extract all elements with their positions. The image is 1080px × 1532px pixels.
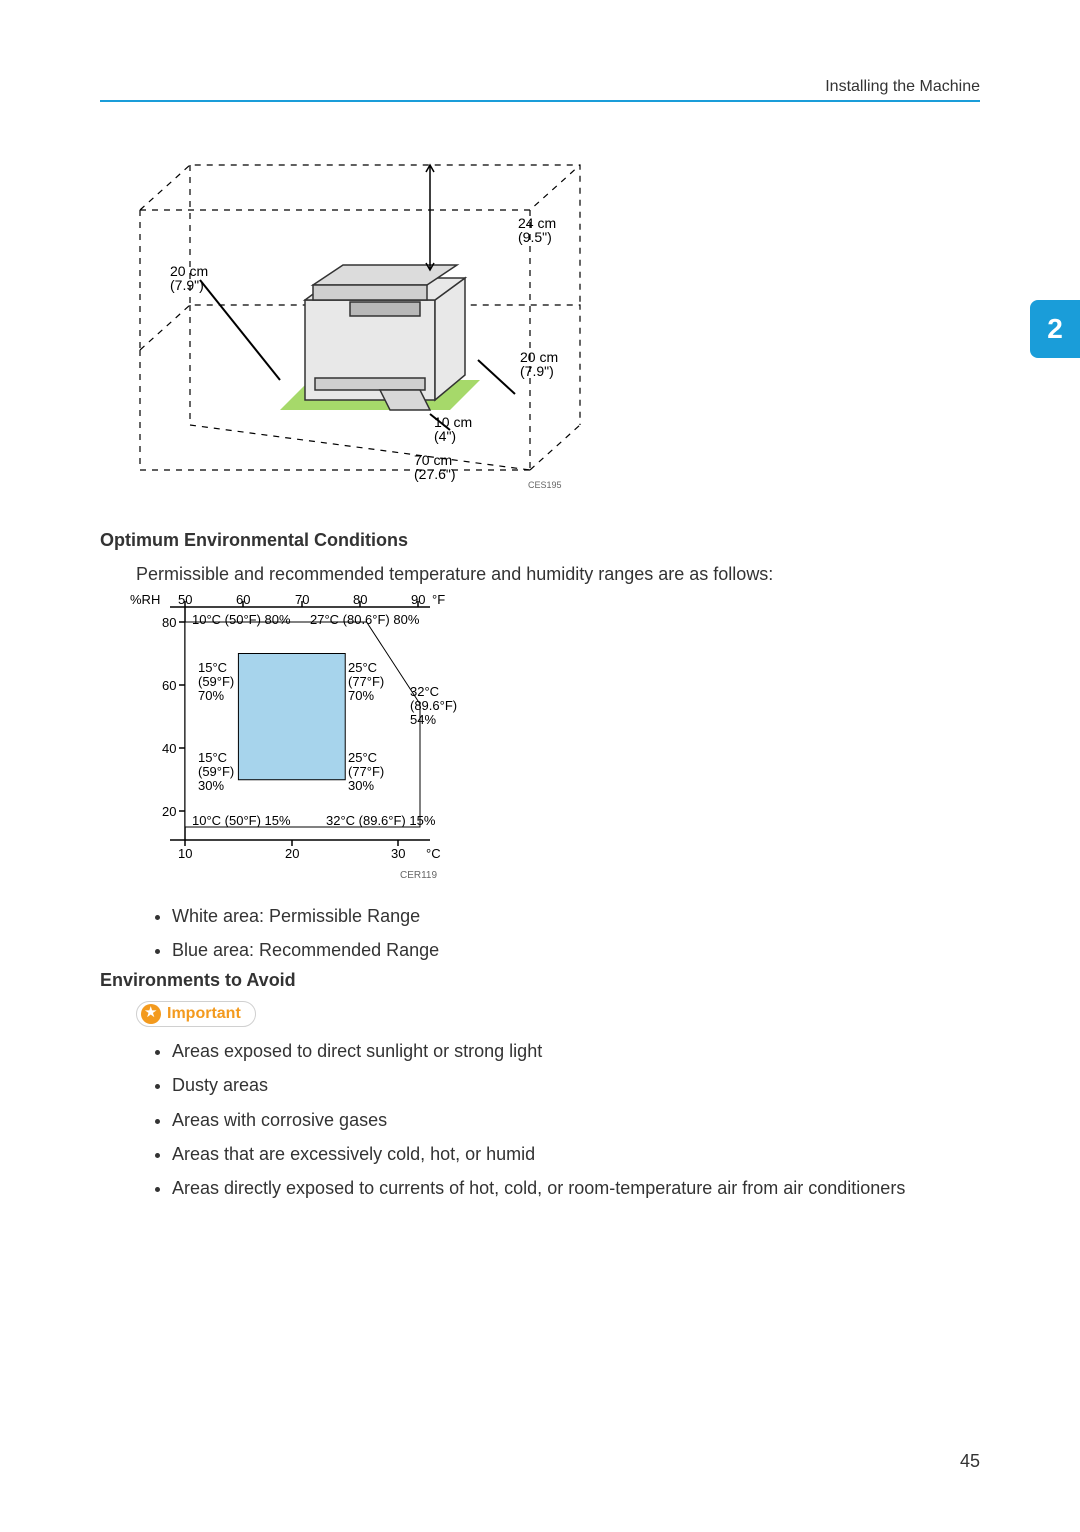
- header-rule: [100, 100, 980, 102]
- svg-text:(9.5"): (9.5"): [518, 229, 552, 245]
- list-item: Areas with corrosive gases: [172, 1108, 980, 1132]
- svg-text:32°C (89.6°F) 15%: 32°C (89.6°F) 15%: [326, 813, 436, 828]
- svg-text:90: 90: [411, 592, 425, 607]
- section-avoid-title: Environments to Avoid: [100, 970, 980, 991]
- svg-text:40: 40: [162, 741, 176, 756]
- list-item: Areas exposed to direct sunlight or stro…: [172, 1039, 980, 1063]
- svg-text:60: 60: [236, 592, 250, 607]
- list-item: Dusty areas: [172, 1073, 980, 1097]
- svg-text:70: 70: [295, 592, 309, 607]
- svg-text:10: 10: [178, 846, 192, 861]
- section-optimum-intro: Permissible and recommended temperature …: [136, 561, 980, 587]
- page-number: 45: [960, 1451, 980, 1472]
- header-section-title: Installing the Machine: [825, 78, 980, 96]
- svg-text:°F: °F: [432, 592, 445, 607]
- svg-text:(7.9"): (7.9"): [520, 363, 554, 379]
- svg-text:60: 60: [162, 678, 176, 693]
- clearance-diagram: 20 cm (7.9") 24 cm (9.5") 20 cm (7.9") 1…: [130, 150, 590, 490]
- svg-text:10°C (50°F) 15%: 10°C (50°F) 15%: [192, 813, 291, 828]
- svg-text:32°C (89.6°F): 32°C (89.6°F) 54%: [410, 684, 461, 727]
- legend-item: Blue area: Recommended Range: [172, 938, 980, 962]
- svg-text:20: 20: [162, 804, 176, 819]
- svg-text:(27.6"): (27.6"): [414, 466, 456, 482]
- temperature-humidity-chart: 20 40 60 80 %RH 10 20 30 °C 50: [130, 592, 470, 862]
- svg-text:27°C (80.6°F) 80%: 27°C (80.6°F) 80%: [310, 612, 420, 627]
- svg-text:30: 30: [391, 846, 405, 861]
- list-item: Areas directly exposed to currents of ho…: [172, 1176, 980, 1200]
- star-icon: [141, 1004, 161, 1024]
- chart-legend: White area: Permissible Range Blue area:…: [100, 904, 980, 963]
- svg-text:(7.9"): (7.9"): [170, 277, 204, 293]
- important-badge: Important: [136, 1001, 256, 1027]
- chapter-tab: 2: [1030, 300, 1080, 358]
- svg-text:50: 50: [178, 592, 192, 607]
- chart-code: CER119: [400, 870, 437, 881]
- page: Installing the Machine 2: [0, 0, 1080, 1532]
- list-item: Areas that are excessively cold, hot, or…: [172, 1142, 980, 1166]
- svg-text:%RH: %RH: [130, 592, 160, 607]
- important-label: Important: [167, 1005, 241, 1023]
- section-optimum-title: Optimum Environmental Conditions: [100, 530, 980, 551]
- svg-text:10°C (50°F) 80%: 10°C (50°F) 80%: [192, 612, 291, 627]
- avoid-list: Areas exposed to direct sunlight or stro…: [100, 1039, 980, 1200]
- svg-text:20: 20: [285, 846, 299, 861]
- svg-text:(4"): (4"): [434, 428, 456, 444]
- svg-text:°C: °C: [426, 846, 441, 861]
- svg-text:CES195: CES195: [528, 480, 562, 490]
- svg-text:80: 80: [353, 592, 367, 607]
- svg-text:80: 80: [162, 615, 176, 630]
- legend-item: White area: Permissible Range: [172, 904, 980, 928]
